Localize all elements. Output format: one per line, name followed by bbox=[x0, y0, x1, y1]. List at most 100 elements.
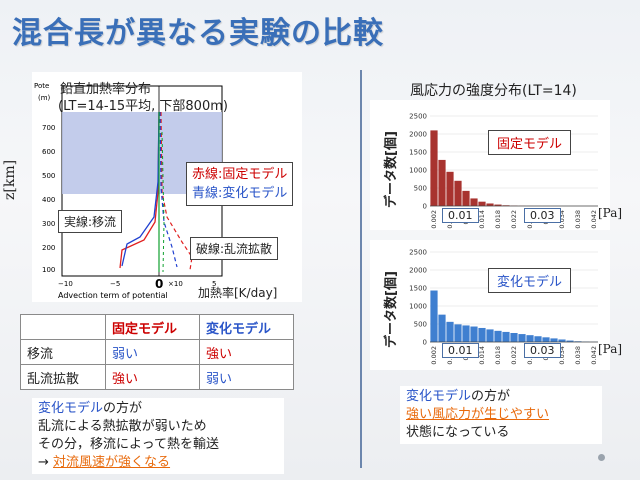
y-tick-label: 2000 bbox=[409, 131, 427, 139]
histogram-bar bbox=[446, 321, 454, 342]
z-axis-label: z[km] bbox=[2, 159, 18, 200]
histogram-bar bbox=[438, 314, 446, 342]
table-header-cell: 固定モデル bbox=[105, 314, 200, 340]
x-tick-label: 0.038 bbox=[574, 346, 582, 365]
histogram-bar bbox=[462, 190, 470, 206]
y-tick: 500 bbox=[42, 172, 55, 180]
legend-box: 赤線:固定モデル 青線:変化モデル bbox=[186, 162, 294, 206]
y-tick-label: 500 bbox=[414, 321, 427, 329]
right-note: 変化モデルの方が 強い風応力が生じやすい 状態になっている bbox=[400, 386, 602, 444]
x-tick: −5 bbox=[110, 280, 120, 288]
x-zero-label: 0 bbox=[155, 277, 163, 291]
variable-advection-line bbox=[121, 111, 160, 267]
left-note-arrow: → bbox=[38, 455, 54, 470]
histogram-bar bbox=[518, 334, 526, 342]
histogram-bar bbox=[566, 340, 574, 342]
table-cell: 弱い bbox=[105, 339, 200, 365]
histogram-bar bbox=[486, 329, 494, 342]
y-tick-label: 2500 bbox=[409, 249, 427, 257]
left-note-conclusion: 対流風速が強くなる bbox=[53, 455, 171, 470]
histogram-bar bbox=[478, 201, 486, 206]
table-header-row: 固定モデル 変化モデル bbox=[20, 314, 294, 340]
y-tick-label: 0 bbox=[423, 203, 427, 211]
x-tick-label: 0.034 bbox=[558, 346, 566, 365]
legend-red: 赤線:固定モデル bbox=[192, 167, 288, 182]
table-cell: 強い bbox=[105, 364, 200, 390]
left-note-line3: その分，移流によって熱を輸送 bbox=[38, 437, 219, 452]
histogram-bar bbox=[510, 333, 518, 342]
page-title: 混合長が異なる実験の比較 bbox=[12, 16, 384, 51]
left-note-line2: 乱流による熱拡散が弱いため bbox=[38, 419, 207, 434]
corner-label: Pote bbox=[34, 82, 49, 90]
y-tick-label: 2000 bbox=[409, 267, 427, 275]
unit-variable: [Pa] bbox=[598, 342, 623, 356]
y-tick-label: 1500 bbox=[409, 149, 427, 157]
table-cell: 強い bbox=[199, 339, 294, 365]
x-tick-label: 0.014 bbox=[478, 346, 486, 365]
histogram-bar bbox=[470, 198, 478, 206]
x-tick-label: 0.022 bbox=[510, 346, 518, 365]
dashed-line-label: 破線:乱流拡散 bbox=[190, 237, 279, 260]
table-cell: 弱い bbox=[199, 364, 294, 390]
variable-diffusion-line bbox=[159, 111, 178, 268]
right-note-text: の方が bbox=[471, 389, 511, 404]
ylabel-variable: データ数[個] bbox=[384, 271, 399, 348]
histogram-bar bbox=[542, 337, 550, 342]
y-tick-label: 0 bbox=[423, 339, 427, 347]
y-tick: 600 bbox=[42, 148, 55, 156]
y-tick: 700 bbox=[42, 124, 55, 132]
table-cell: 乱流拡散 bbox=[20, 364, 106, 390]
solid-line-label: 実線:移流 bbox=[58, 210, 123, 233]
x-tick-label: 0.018 bbox=[494, 346, 502, 365]
histogram-bar bbox=[502, 331, 510, 342]
x-tick-label: 0.034 bbox=[558, 210, 566, 229]
x-multiplier: ×10 bbox=[168, 280, 183, 288]
x-caption: Advection term of potential bbox=[58, 291, 168, 300]
table-header-cell bbox=[20, 314, 106, 340]
legend-blue: 青線:変化モデル bbox=[192, 186, 288, 201]
histogram-bar bbox=[478, 327, 486, 342]
label-fixed-model: 固定モデル bbox=[488, 130, 572, 155]
y-tick: 300 bbox=[42, 220, 55, 228]
x-tick-label: 0.022 bbox=[510, 210, 518, 229]
marker-003-variable: 0.03 bbox=[524, 343, 561, 358]
y-tick: 400 bbox=[42, 196, 55, 204]
table-row: 乱流拡散 強い 弱い bbox=[20, 364, 294, 390]
x-tick-label: 0.038 bbox=[574, 210, 582, 229]
heating-rate-unit: 加熱率[K/day] bbox=[198, 286, 278, 300]
histogram-bar bbox=[454, 324, 462, 342]
marker-003-fixed: 0.03 bbox=[524, 208, 561, 223]
x-tick-label: 0.014 bbox=[478, 210, 486, 229]
histogram-bar bbox=[494, 204, 502, 206]
x-tick: −10 bbox=[58, 280, 73, 288]
histogram-bar bbox=[430, 130, 438, 206]
histogram-bar bbox=[550, 338, 558, 342]
histogram-fixed-panel bbox=[370, 100, 610, 230]
left-note-emph: 変化モデル bbox=[38, 401, 104, 416]
comparison-table: 固定モデル 変化モデル 移流 弱い 強い 乱流拡散 強い 弱い bbox=[20, 314, 294, 390]
histogram-bar bbox=[446, 171, 454, 206]
table-row: 移流 弱い 強い bbox=[20, 339, 294, 365]
histogram-bar bbox=[494, 330, 502, 342]
x-tick-label: 0.042 bbox=[590, 346, 598, 365]
vertical-divider bbox=[360, 70, 362, 468]
histogram-charts: 050010001500200025000.0020.0060.010.0140… bbox=[409, 113, 598, 365]
right-note-emph: 変化モデル bbox=[406, 389, 472, 404]
histogram-bar bbox=[470, 326, 478, 342]
x-tick-label: 0.042 bbox=[590, 210, 598, 229]
histogram-bar bbox=[534, 336, 542, 342]
right-note-conclusion: 強い風応力が生じやすい bbox=[406, 407, 550, 422]
corner-label-unit: (m) bbox=[38, 94, 51, 102]
slide-nav-dot[interactable] bbox=[598, 454, 605, 461]
ylabel-fixed: データ数[個] bbox=[384, 131, 399, 208]
plot-title-line1: 鉛直加熱率分布 bbox=[60, 82, 152, 97]
x-tick: 5 bbox=[212, 280, 216, 288]
table-cell: 移流 bbox=[20, 339, 106, 365]
plot-title-line2: (LT=14-15平均, 下部800m) bbox=[58, 99, 228, 114]
left-note: 変化モデルの方が 乱流による熱拡散が弱いため その分，移流によって熱を輸送 → … bbox=[32, 398, 284, 474]
y-tick-label: 1000 bbox=[409, 303, 427, 311]
histogram-bar bbox=[454, 180, 462, 206]
x-tick-label: 0.018 bbox=[494, 210, 502, 229]
marker-001-fixed: 0.01 bbox=[442, 208, 479, 223]
x-tick-label: 0.002 bbox=[430, 210, 438, 229]
